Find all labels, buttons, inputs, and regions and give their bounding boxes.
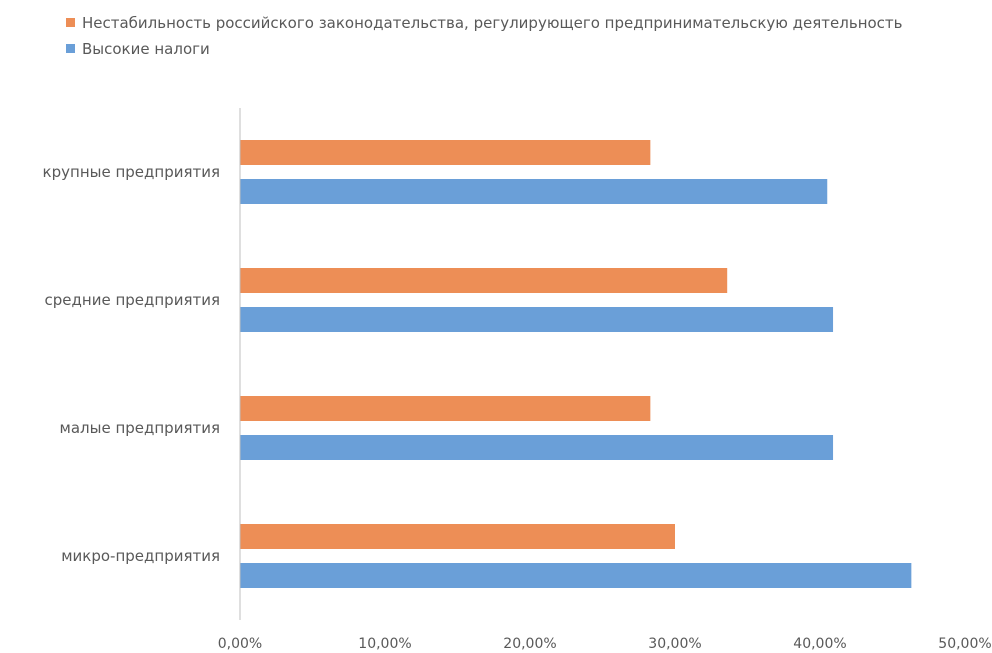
bar-taxes: [240, 435, 834, 460]
bar-instability: [240, 396, 651, 421]
x-tick-label: 10,00%: [358, 636, 411, 652]
bar-instability: [240, 268, 728, 293]
bar-instability: [240, 140, 651, 165]
legend-swatch-orange: [66, 18, 75, 27]
x-tick-label: 0,00%: [218, 636, 262, 652]
legend-label-instability: Нестабильность российского законодательс…: [82, 14, 903, 32]
legend-label-taxes: Высокие налоги: [82, 40, 210, 58]
bar-taxes: [240, 307, 834, 332]
bar-instability: [240, 524, 675, 549]
legend: Нестабильность российского законодательс…: [66, 10, 966, 62]
category-label: малые предприятия: [60, 419, 220, 437]
x-tick-label: 50,00%: [938, 636, 991, 652]
x-tick-label: 20,00%: [503, 636, 556, 652]
category-label: крупные предприятия: [43, 163, 220, 181]
category-label: средние предприятия: [45, 291, 220, 309]
bar-taxes: [240, 563, 912, 588]
x-tick-label: 30,00%: [648, 636, 701, 652]
legend-item-instability: Нестабильность российского законодательс…: [66, 10, 966, 36]
bar-taxes: [240, 179, 828, 204]
category-label: микро-предприятия: [61, 547, 220, 565]
legend-item-taxes: Высокие налоги: [66, 36, 966, 62]
x-tick-label: 40,00%: [793, 636, 846, 652]
legend-swatch-blue: [66, 44, 75, 53]
